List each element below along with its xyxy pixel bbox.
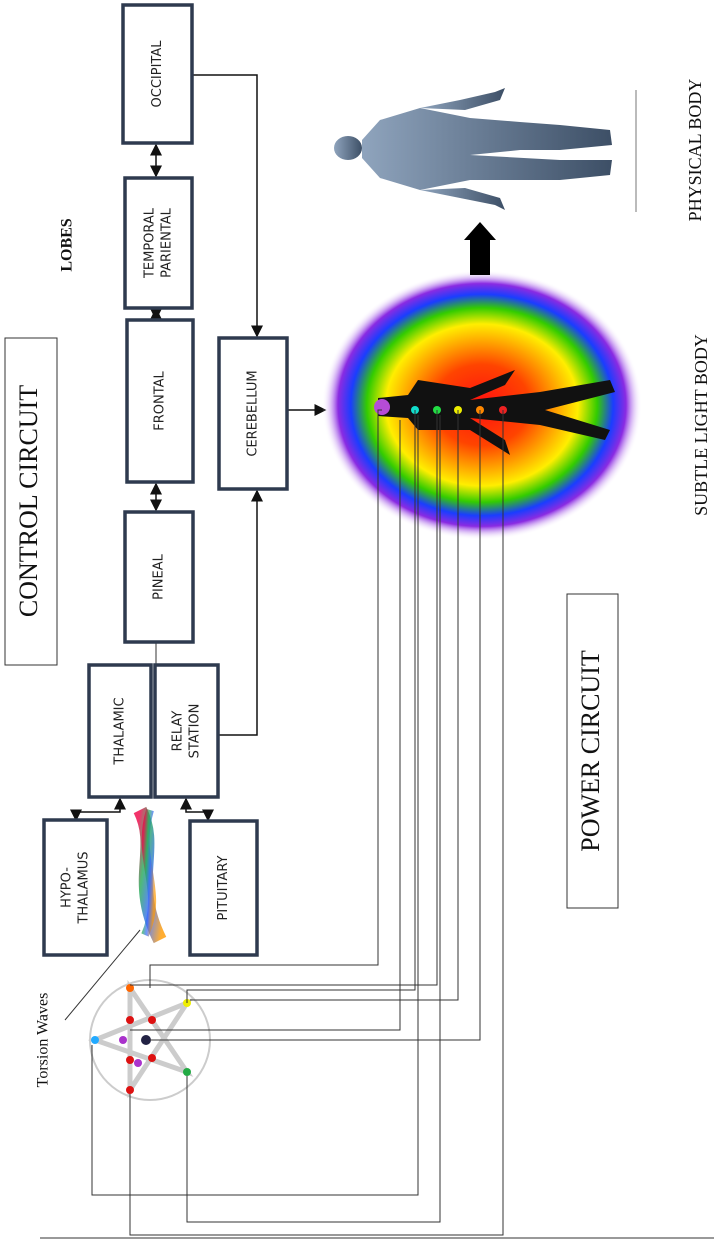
node-box [125,318,195,484]
node-label: THALAMIC [113,697,128,765]
title-frame [4,337,58,666]
lobes-label: LOBES [59,218,76,271]
power-frame [566,593,619,909]
node-label: RELAY [171,711,186,752]
node-label: FRONTAL [153,370,168,430]
torsion-label: Torsion Waves [35,993,52,1088]
node-label: PARIENTAL [160,207,175,278]
torsion-wave [133,806,167,944]
up-arrow [464,222,496,275]
subtle-body [322,270,642,540]
node-box [87,663,153,799]
connectors [64,74,327,1021]
node-label: TEMPORAL [143,207,158,279]
node-box [153,663,220,799]
node-box [121,3,194,145]
node-box [123,510,195,644]
power-label: POWER CIRCUIT [576,650,605,852]
subtle-label: SUBTLE LIGHT BODY [691,334,711,516]
node-box [42,818,109,957]
node-box [217,336,289,491]
node-box [123,176,194,310]
title: CONTROL CIRCUIT [14,385,43,617]
node-label: PITUITARY [216,855,231,920]
node-label: OCCIPITAL [150,40,165,108]
node-label: THALAMUS [77,851,92,924]
node-label: CEREBELLUM [246,370,261,456]
physical-label: PHYSICAL BODY [685,79,705,222]
power-lines [40,409,714,1239]
node-box [188,819,259,957]
node-label: PINEAL [152,553,167,600]
node-label: STATION [188,704,203,759]
physical-body [334,88,637,212]
node-label: HYPO- [60,867,75,908]
